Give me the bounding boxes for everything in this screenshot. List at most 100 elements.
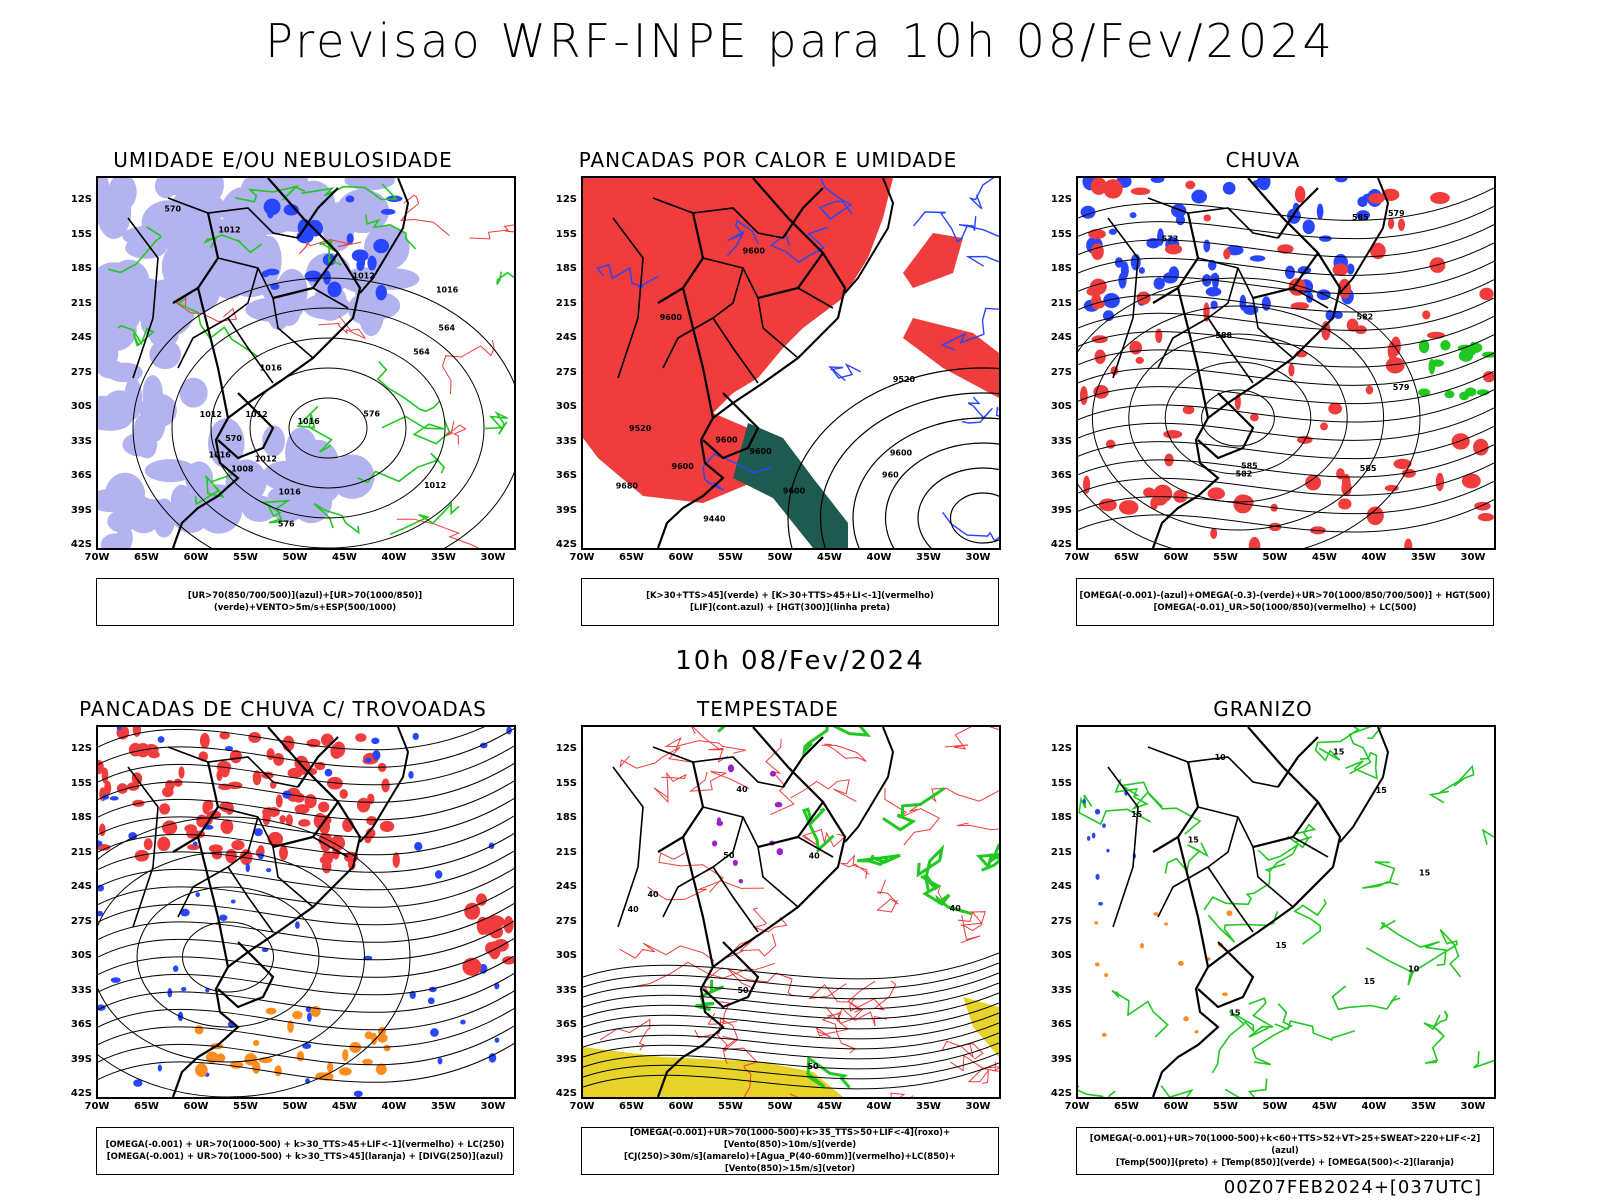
latitude-label: 36S (1050, 1019, 1072, 1030)
longitude-label: 50W (767, 1101, 793, 1112)
longitude-label: 30W (965, 1101, 991, 1112)
contour-label: 9600 (660, 313, 683, 322)
latitude-label: 12S (70, 194, 92, 205)
contour-label: 1016 (436, 286, 459, 295)
longitude-label: 65W (619, 1101, 644, 1112)
contour-label: 582 (1357, 313, 1374, 322)
longitude-label: 65W (1114, 552, 1139, 563)
latitude-label: 33S (1050, 984, 1072, 996)
latitude-label: 42S (1050, 1088, 1072, 1099)
longitude-label: 65W (619, 552, 644, 563)
latitude-label: 27S (70, 915, 92, 927)
legend-box: [UR>70(850/700/500)](azul)+[UR>70(1000/8… (96, 578, 514, 626)
legend-line: [UR>70(850/700/500)](azul)+[UR>70(1000/8… (187, 591, 423, 613)
longitude-label: 45W (817, 552, 842, 563)
latitude-label: 12S (555, 743, 577, 754)
latitude-label: 36S (555, 470, 577, 481)
contour-label: 1012 (353, 272, 375, 281)
longitude-label: 30W (480, 1101, 506, 1112)
latitude-label: 21S (555, 846, 577, 858)
longitude-label: 55W (233, 1101, 258, 1112)
contour-label: 15 (1419, 869, 1431, 878)
longitude-label: 70W (569, 552, 595, 563)
contour-label: 579 (1388, 209, 1405, 218)
latitude-label: 21S (1050, 846, 1072, 858)
longitude-label: 55W (1213, 1101, 1238, 1112)
latitude-label: 39S (1050, 504, 1072, 516)
legend-line: [OMEGA(-0.001) + UR>70(1000-500) + k>30_… (105, 1140, 505, 1150)
longitude-label: 45W (1312, 552, 1337, 563)
latitude-label: 18S (1050, 263, 1072, 274)
latitude-label: 42S (555, 539, 577, 550)
latitude-label: 15S (555, 777, 577, 789)
contour-label: 576 (278, 520, 295, 529)
panel-tempestade: TEMPESTADE 40 50 50 40 40 40 50 40 12S 15S 18S 21S 24… (553, 697, 1001, 1177)
legend-line: [CJ(250)>30m/s](amarelo)+[Agua_P(40-60mm… (623, 1152, 957, 1174)
latitude-label: 12S (1050, 743, 1072, 754)
longitude-label: 30W (1460, 552, 1486, 563)
longitude-label: 70W (569, 1101, 595, 1112)
contour-label: 9520 (893, 375, 916, 384)
legend-line: [Temp(500)](preto) + [Temp(850)](verde) … (1115, 1158, 1455, 1168)
latitude-label: 33S (555, 984, 577, 996)
latitude-label: 15S (70, 777, 92, 789)
contour-label: 1016 (297, 417, 320, 426)
latitude-label: 24S (555, 332, 577, 343)
map-canvas: 1012101210121016101610161008101210121016… (98, 178, 514, 548)
legend-line: [OMEGA(-0.001) + UR>70(1000-500) + k>30_… (106, 1152, 504, 1162)
contour-label: 588 (1215, 331, 1232, 340)
contour-label: 40 (628, 905, 640, 914)
longitude-label: 35W (431, 552, 456, 563)
longitude-label: 40W (381, 552, 407, 563)
latitude-label: 30S (555, 950, 577, 961)
latitude-label: 27S (1050, 366, 1072, 378)
latitude-label: 12S (70, 743, 92, 754)
center-datetime: 10h 08/Fev/2024 (675, 646, 925, 676)
latitude-label: 24S (70, 332, 92, 343)
panel-umidade: UMIDADE E/OU NEBULOSIDADE 1012 1012 1012 101… (68, 148, 516, 628)
legend-line: [OMEGA(-0.001)+UR>70(1000-500)+k<60+TTS>… (1089, 1134, 1481, 1156)
main-title: Previsao WRF-INPE para 10h 08/Fev/2024 (265, 14, 1335, 68)
latitude-label: 21S (555, 297, 577, 309)
contour-label: 564 (438, 324, 455, 333)
panel-granizo: GRANIZO 15 15 15 15 15 15 15 10 10 15 12S 15S 18S 21S 2… (1048, 697, 1496, 1177)
contour-label: 9600 (749, 447, 772, 456)
contour-label: 40 (647, 890, 659, 899)
panel-title: PANCADAS POR CALOR E UMIDADE (578, 148, 958, 172)
contour-label: 1012 (218, 225, 240, 234)
contour-label: 15 (1333, 748, 1345, 757)
contour-label: 10 (1215, 753, 1227, 762)
contour-label: 1012 (200, 410, 222, 419)
latitude-label: 27S (555, 366, 577, 378)
legend-line: [K>30+TTS>45](verde) + [K>30+TTS>45+LI<-… (646, 591, 934, 601)
latitude-label: 24S (1050, 332, 1072, 343)
legend-box: [OMEGA(-0.001)+UR>70(1000-500)+k>35_TTS>… (581, 1127, 999, 1175)
contour-label: 50 (737, 986, 749, 995)
contour-label: 579 (1393, 383, 1410, 392)
longitude-label: 40W (866, 1101, 892, 1112)
latitude-label: 42S (555, 1088, 577, 1099)
longitude-label: 60W (183, 552, 209, 563)
longitude-label: 30W (1460, 1101, 1486, 1112)
legend-box: [OMEGA(-0.001)-(azul)+OMEGA(-0.3)-(verde… (1076, 578, 1494, 626)
panel-title: PANCADAS DE CHUVA C/ TROVOADAS (79, 697, 487, 721)
contour-label: 15 (1131, 810, 1143, 819)
longitude-label: 50W (282, 552, 308, 563)
longitude-label: 40W (381, 1101, 407, 1112)
longitude-label: 30W (965, 552, 991, 563)
latitude-label: 33S (70, 435, 92, 447)
contour-label: 585 (1241, 461, 1258, 470)
contour-label: 585 (1360, 464, 1377, 473)
legend-line: [OMEGA(-0.01)_UR>50(1000/850)(vermelho) … (1153, 603, 1417, 613)
contour-label: 9600 (715, 436, 738, 445)
latitude-label: 42S (1050, 539, 1072, 550)
legend-line: [OMEGA(-0.001)+UR>70(1000-500)+k>35_TTS>… (629, 1128, 951, 1150)
latitude-label: 39S (70, 504, 92, 516)
longitude-label: 60W (183, 1101, 209, 1112)
legend-box: [K>30+TTS>45](verde) + [K>30+TTS>45+LI<-… (581, 578, 999, 626)
latitude-label: 36S (555, 1019, 577, 1030)
latitude-label: 18S (1050, 812, 1072, 823)
contour-label: 15 (1188, 835, 1200, 844)
legend-line: [LIF](cont.azul) + [HGT(300)](linha pret… (689, 603, 891, 613)
